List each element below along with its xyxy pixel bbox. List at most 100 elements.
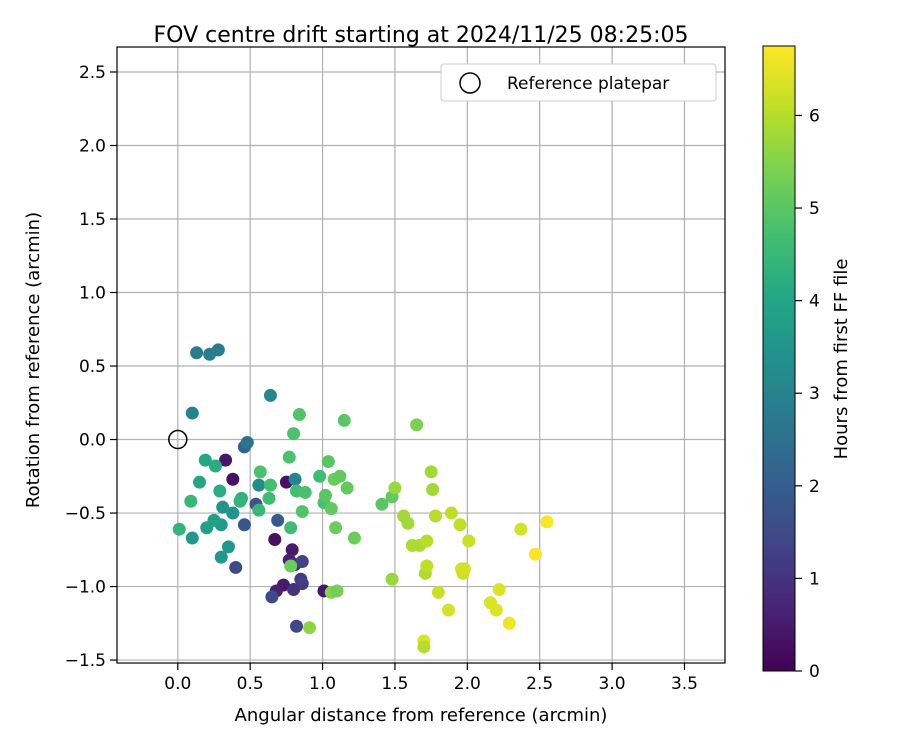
- legend-box: [440, 63, 717, 102]
- colorbar-tick-label: 4: [809, 292, 820, 312]
- data-point: [213, 484, 227, 498]
- data-point: [333, 469, 347, 483]
- plot-frame: [116, 46, 726, 664]
- y-tick-label: −0.5: [65, 504, 106, 524]
- data-point: [285, 543, 299, 557]
- colorbar-tick-label: 5: [809, 199, 820, 219]
- data-point: [330, 584, 344, 598]
- data-point: [214, 550, 228, 564]
- data-point: [410, 418, 424, 432]
- data-point: [262, 491, 276, 505]
- data-point: [268, 533, 282, 547]
- y-axis-ticks: −1.5 −1.0 −0.5 0.0 0.5 1.0 1.5 2.0 2.5: [65, 63, 117, 671]
- colorbar-tick-label: 3: [809, 384, 820, 404]
- data-point: [233, 494, 247, 508]
- reference-platepar-point: [168, 429, 188, 450]
- data-point: [514, 522, 528, 536]
- data-point: [375, 497, 389, 511]
- colorbar-ticks: 0 1 2 3 4 5 6: [795, 106, 820, 682]
- data-point: [453, 518, 467, 532]
- data-point: [184, 494, 198, 508]
- chart-title: FOV centre drift starting at 2024/11/25 …: [154, 23, 689, 48]
- data-point: [216, 500, 230, 514]
- data-point: [329, 521, 343, 535]
- data-point: [198, 453, 212, 467]
- colorbar: [762, 45, 796, 672]
- data-point: [226, 472, 240, 486]
- data-point: [287, 582, 301, 596]
- data-point: [271, 513, 285, 527]
- data-point: [424, 465, 438, 479]
- data-point: [388, 481, 402, 495]
- data-point: [303, 621, 317, 635]
- colorbar-tick-label: 1: [809, 569, 820, 589]
- y-tick-label: −1.0: [65, 578, 106, 598]
- data-point: [288, 472, 302, 486]
- data-point: [431, 585, 445, 599]
- data-point: [489, 603, 503, 617]
- data-point: [347, 531, 361, 545]
- data-point: [200, 521, 214, 535]
- data-point: [428, 509, 442, 523]
- x-axis-ticks: 0.0 0.5 1.0 1.5 2.0 2.5 3.0 3.5: [164, 663, 698, 694]
- data-point: [290, 619, 304, 633]
- data-point: [313, 469, 327, 483]
- data-point: [252, 478, 266, 492]
- colorbar-tick-label: 0: [809, 662, 820, 682]
- data-point: [492, 582, 506, 596]
- grid-lines: [117, 47, 725, 663]
- data-point: [417, 640, 431, 654]
- data-point: [263, 388, 277, 402]
- data-point: [318, 488, 332, 502]
- data-point: [426, 483, 440, 497]
- data-point: [221, 540, 235, 554]
- data-point: [540, 515, 554, 529]
- colorbar-tick-label: 2: [809, 477, 820, 497]
- data-point: [442, 603, 456, 617]
- y-tick-label: 2.0: [79, 137, 106, 157]
- data-point: [253, 465, 267, 479]
- data-point: [240, 435, 254, 449]
- data-point: [208, 459, 222, 473]
- legend: Reference platepar: [440, 63, 717, 102]
- y-tick-label: 1.0: [79, 284, 106, 304]
- x-tick-label: 3.0: [599, 674, 626, 694]
- data-point: [385, 572, 399, 586]
- data-point: [263, 478, 277, 492]
- y-tick-label: 2.5: [79, 63, 106, 83]
- legend-marker-open-circle: [459, 72, 481, 94]
- data-point: [287, 427, 301, 441]
- data-point: [252, 503, 266, 517]
- data-point: [340, 481, 354, 495]
- legend-label: Reference platepar: [507, 74, 669, 94]
- data-point: [420, 559, 434, 573]
- data-point: [284, 559, 298, 573]
- data-point: [237, 518, 251, 532]
- data-point: [502, 616, 516, 630]
- data-point: [226, 506, 240, 520]
- x-tick-label: 2.5: [526, 674, 553, 694]
- data-point: [185, 406, 199, 420]
- data-point: [444, 506, 458, 520]
- y-tick-label: 1.5: [79, 210, 106, 230]
- data-point: [284, 521, 298, 535]
- x-tick-label: 1.5: [381, 674, 408, 694]
- y-axis-label: Rotation from reference (arcmin): [23, 212, 44, 508]
- data-point: [185, 531, 199, 545]
- data-point: [528, 547, 542, 561]
- y-tick-label: 0.0: [79, 431, 106, 451]
- data-point: [193, 475, 207, 489]
- data-point: [462, 534, 476, 548]
- x-axis-label: Angular distance from reference (arcmin): [235, 705, 608, 726]
- data-point: [324, 502, 338, 516]
- data-point: [265, 590, 279, 604]
- data-point: [298, 485, 312, 499]
- data-point: [282, 450, 296, 464]
- x-tick-label: 3.5: [671, 674, 698, 694]
- data-point: [457, 562, 471, 576]
- data-point: [321, 455, 335, 469]
- data-point: [229, 560, 243, 574]
- x-tick-label: 2.0: [454, 674, 481, 694]
- data-point: [337, 413, 351, 427]
